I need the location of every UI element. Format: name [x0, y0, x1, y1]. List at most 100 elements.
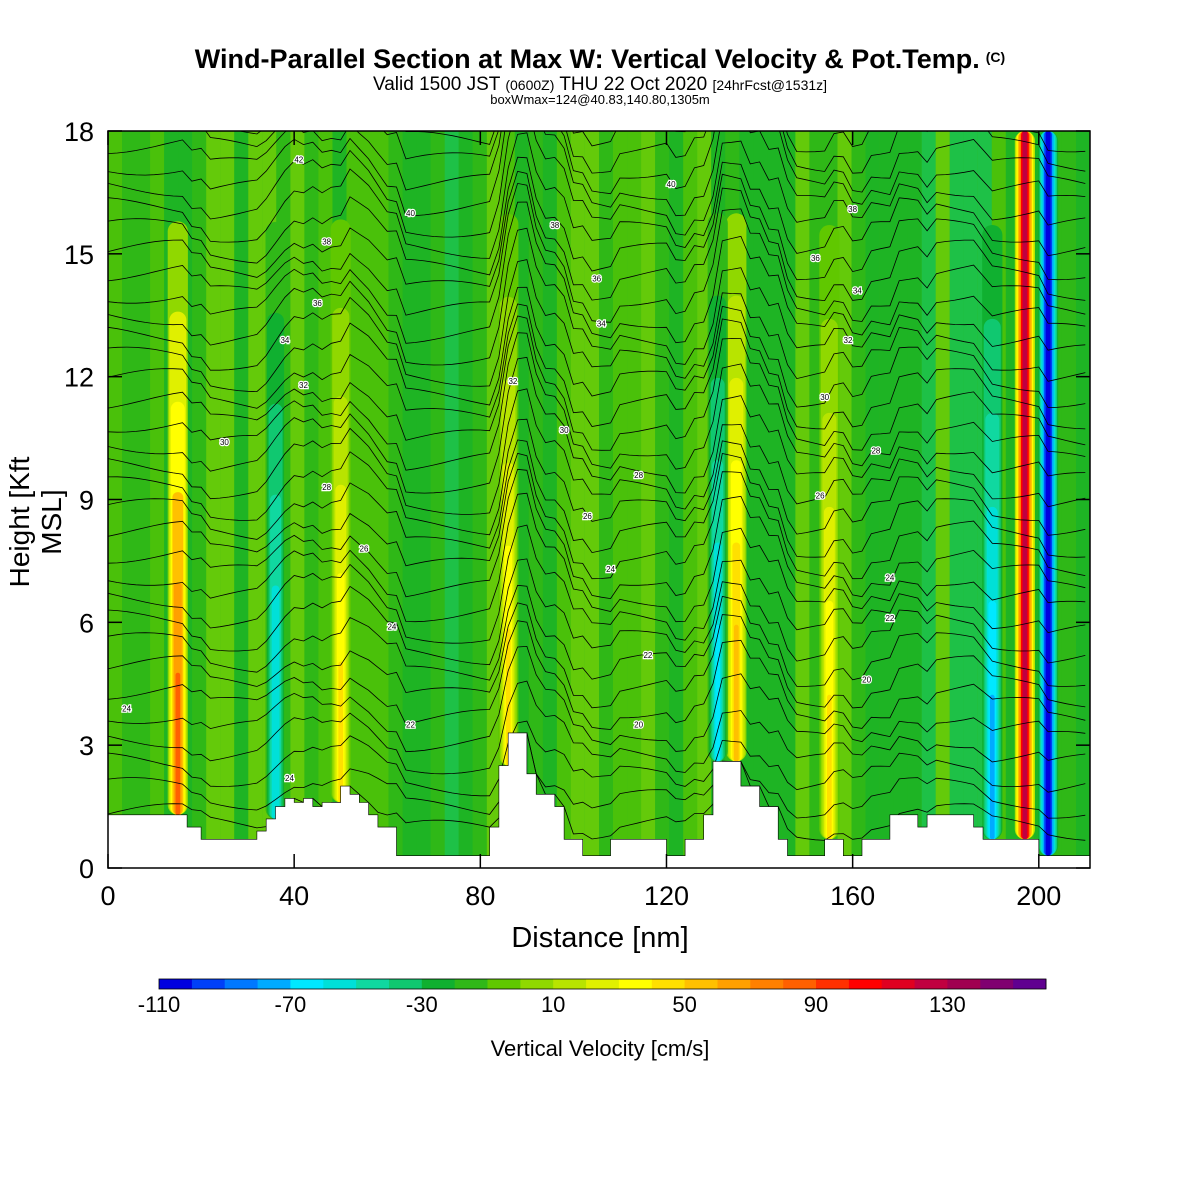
velocity-band: [444, 131, 459, 868]
terrain-mask: [108, 732, 1090, 868]
x-axis-label: Distance [nm]: [511, 922, 689, 954]
isentrope-line: [108, 645, 1086, 753]
velocity-band: [374, 131, 389, 868]
colorbar-swatch: [717, 979, 751, 989]
isentrope-label: 28: [871, 446, 880, 455]
title-text: Wind-Parallel Section at Max W: Vertical…: [194, 44, 980, 74]
isentrope-line: [108, 468, 1086, 600]
colorbar-tick-label: 130: [929, 992, 966, 1017]
vertical-velocity-field: [108, 131, 1090, 868]
isentrope-line: [108, 259, 1086, 387]
isentrope-label: 20: [634, 721, 643, 730]
y-tick-label: 12: [64, 363, 94, 393]
colorbar-swatch: [848, 979, 883, 989]
colorbar-swatch: [586, 979, 620, 989]
convective-column: [175, 672, 181, 815]
colorbar-swatch: [159, 979, 193, 989]
isentrope-line: [108, 720, 1086, 797]
colorbar-swatch: [257, 979, 291, 989]
colorbar-tick-label: -30: [405, 992, 438, 1017]
y-axis-label: Height [Kft MSL]: [4, 456, 67, 588]
colorbar-swatch: [947, 979, 981, 989]
velocity-band: [150, 131, 165, 868]
isentrope-label: 32: [508, 377, 517, 386]
isentrope-label: 22: [885, 614, 894, 623]
isentrope-label: 24: [122, 704, 131, 713]
velocity-band: [192, 131, 207, 868]
colorbar-swatch: [191, 979, 226, 989]
y-tick-label: 15: [64, 240, 94, 270]
convective-column: [1045, 131, 1051, 856]
convective-column: [734, 624, 739, 762]
forecast-info: [24hrFcst@1531z]: [712, 77, 828, 93]
isentrope-label: 34: [597, 319, 606, 328]
isentrope-label: 22: [643, 651, 652, 660]
x-tick-label: 80: [465, 881, 495, 911]
colorbar-swatch: [224, 979, 259, 989]
velocity-band: [865, 131, 880, 868]
valid-time-utc: (0600Z): [505, 77, 555, 93]
y-tick-label: 0: [79, 854, 94, 884]
isentrope-line: [108, 286, 1086, 409]
velocity-band: [683, 131, 698, 868]
isentrope-line: [108, 418, 1086, 536]
isentrope-line: [108, 602, 1086, 709]
colorbar-title: Vertical Velocity [cm/s]: [490, 1036, 710, 1061]
isentrope-label: 34: [853, 287, 862, 296]
isentrope-label: 40: [667, 180, 676, 189]
convective-column: [338, 661, 344, 803]
convective-column: [827, 694, 832, 840]
isentrope-line: [108, 227, 1086, 366]
velocity-band: [416, 131, 431, 868]
y-tick-label: 18: [64, 117, 94, 147]
velocity-band: [935, 131, 950, 868]
isentrope-label: 36: [313, 299, 322, 308]
isentrope-line: [108, 315, 1086, 451]
colorbar-swatch: [454, 979, 489, 989]
velocity-band: [430, 131, 445, 868]
velocity-band: [627, 131, 642, 868]
colorbar-tick-label: -70: [274, 992, 307, 1017]
colorbar-swatch: [816, 979, 850, 989]
velocity-band: [921, 131, 936, 868]
velocity-band: [206, 131, 221, 868]
isentrope-line: [108, 132, 1086, 259]
isentrope-line: [108, 524, 1086, 644]
colorbar-swatch: [323, 979, 357, 989]
velocity-band: [458, 131, 473, 868]
velocity-band: [220, 131, 235, 868]
velocity-band: [837, 131, 852, 868]
colorbar-tick-label: -110: [137, 992, 181, 1017]
isentrope-line: [108, 388, 1086, 515]
velocity-band: [585, 131, 599, 868]
isentrope-label: 40: [406, 209, 415, 218]
isentrope-label: 30: [820, 393, 829, 402]
colorbar-swatch: [421, 979, 456, 989]
isentrope-label: 26: [583, 512, 592, 521]
isentrope-label: 38: [848, 205, 857, 214]
colorbar-tick-label: 50: [672, 992, 697, 1017]
isentrope-label: 24: [285, 774, 294, 783]
isentrope-label: 20: [862, 676, 871, 685]
colorbar-swatch: [750, 979, 784, 989]
colorbar-swatch: [290, 979, 324, 989]
velocity-band: [122, 131, 136, 868]
isentrope-label: 32: [844, 336, 853, 345]
colorbar-swatch: [1013, 979, 1047, 989]
isentrope-line: [205, 131, 1086, 174]
velocity-band: [528, 131, 543, 868]
isentrope-label: 24: [885, 573, 894, 582]
x-tick-label: 0: [100, 881, 115, 911]
isentrope-line: [108, 439, 1086, 558]
x-tick-label: 200: [1016, 881, 1061, 911]
convective-column: [505, 628, 511, 766]
velocity-band: [613, 131, 627, 868]
isentrope-label: 22: [406, 721, 415, 730]
velocity-band: [290, 131, 305, 868]
colorbar-frame: [158, 978, 1047, 990]
y-tick-label: 9: [79, 486, 94, 516]
isentrope-line: [108, 680, 1086, 775]
velocity-band: [472, 131, 487, 868]
velocity-band: [907, 131, 922, 868]
isentrope-line: [108, 156, 1086, 281]
